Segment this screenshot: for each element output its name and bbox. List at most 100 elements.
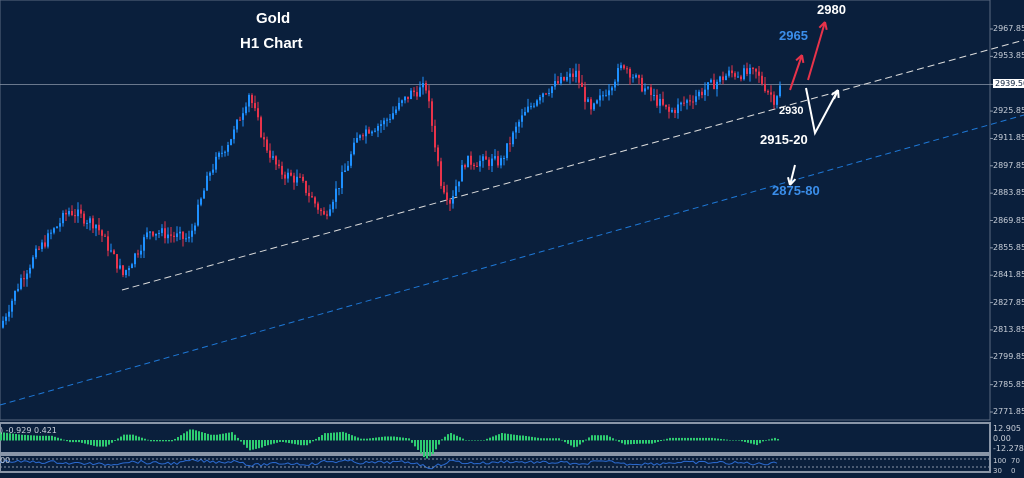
macd-bar [582, 440, 584, 443]
arrow-down-icon-head [789, 178, 797, 186]
candle-body [767, 91, 769, 93]
macd-bar [138, 436, 140, 441]
candle-body [686, 100, 688, 103]
macd-bar [729, 440, 731, 441]
macd-tick: -12.278 [993, 444, 1024, 453]
candle-body [566, 76, 568, 81]
candle-body [713, 79, 715, 90]
macd-bar [606, 435, 608, 441]
macd-bar [276, 440, 278, 443]
candle-body [179, 231, 181, 234]
macd-bar [504, 433, 506, 441]
candle-body [479, 160, 481, 167]
macd-bar [111, 440, 113, 443]
candle-body [149, 231, 151, 233]
candle-body [731, 70, 733, 74]
macd-bar [609, 436, 611, 441]
candle-body [716, 81, 718, 90]
candle-body [779, 85, 781, 97]
candle-body [323, 211, 325, 215]
macd-bar [105, 440, 107, 447]
candle-body [347, 165, 349, 171]
macd-bar [78, 440, 80, 443]
macd-bar [522, 435, 524, 441]
candle-body [710, 79, 712, 83]
macd-bar [297, 440, 299, 445]
candle-body [332, 201, 334, 210]
candle-body [338, 188, 340, 190]
candle-body [224, 151, 226, 153]
candle-body [170, 234, 172, 236]
macd-bar [279, 440, 281, 442]
macd-bar [210, 434, 212, 441]
macd-bar [711, 437, 713, 441]
y-tick-label: 2827.85 [993, 297, 1024, 307]
candle-body [725, 75, 727, 81]
macd-bar [678, 437, 680, 441]
candle-body [335, 188, 337, 202]
macd-bar [546, 438, 548, 441]
candle-body [308, 192, 310, 197]
macd-bar [429, 440, 431, 457]
candle-body [245, 106, 247, 114]
macd-bar [51, 435, 53, 441]
candle-body [506, 143, 508, 159]
arrow-up-icon-head [795, 54, 803, 62]
candle-body [704, 89, 706, 96]
candle-body [62, 212, 64, 224]
macd-bar [399, 437, 401, 441]
macd-bar [768, 439, 770, 441]
candle-body [485, 156, 487, 160]
macd-bar [573, 440, 575, 448]
macd-bar [264, 440, 266, 446]
candle-body [695, 96, 697, 102]
candle-body [719, 76, 721, 82]
candle-body [80, 209, 82, 214]
candle-body [83, 213, 85, 224]
macd-bar [765, 440, 767, 441]
macd-bar [717, 438, 719, 441]
macd-bar [597, 435, 599, 441]
candle-body [41, 242, 43, 249]
candle-body [722, 76, 724, 81]
y-tick-label: 2953.85 [993, 51, 1024, 61]
macd-bar [195, 430, 197, 441]
macd-bar [471, 440, 473, 441]
macd-bar [93, 440, 95, 446]
macd-bar [591, 435, 593, 441]
macd-bar [450, 433, 452, 441]
arrow-down-up-icon [805, 87, 839, 136]
macd-bar [234, 434, 236, 441]
candle-body [743, 68, 745, 80]
rsi-tick: 0 [1011, 467, 1016, 475]
macd-bar [147, 439, 149, 441]
macd-bar [306, 440, 308, 446]
macd-bar [84, 440, 86, 444]
candle-body [257, 108, 259, 118]
candle-body [380, 124, 382, 126]
candle-body [161, 228, 163, 233]
channel-trendline [0, 114, 1024, 406]
macd-bar [27, 435, 29, 441]
macd-bar [555, 438, 557, 441]
macd-bar [531, 436, 533, 441]
macd-bar [192, 429, 194, 441]
macd-bar [24, 434, 26, 441]
macd-bar [771, 438, 773, 441]
candle-body [362, 135, 364, 137]
candle-body [77, 209, 79, 217]
candle-body [467, 155, 469, 168]
macd-bar [708, 437, 710, 441]
macd-bar [498, 434, 500, 441]
y-tick-label: 2785.85 [993, 379, 1024, 389]
macd-bar [342, 431, 344, 441]
macd-bar [570, 440, 572, 446]
macd-bar [177, 437, 179, 441]
candle-body [134, 253, 136, 265]
macd-bar [363, 438, 365, 441]
macd-bar [453, 434, 455, 441]
candle-body [737, 76, 739, 78]
macd-panel-border [0, 422, 991, 454]
macd-bar [462, 438, 464, 441]
candle-body [587, 99, 589, 102]
